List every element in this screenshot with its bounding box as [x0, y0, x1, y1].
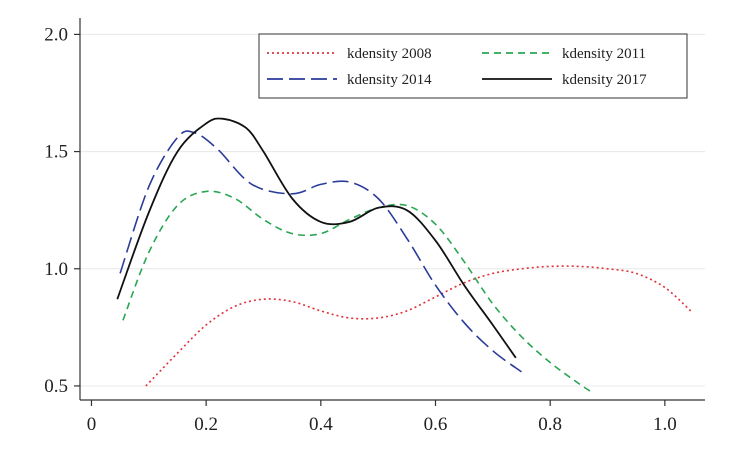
x-tick-label-1: 0.2: [194, 414, 218, 435]
x-tick-label-3: 0.6: [424, 414, 448, 435]
y-tick-label-2: 1.5: [44, 142, 68, 163]
y-tick-label-0: 0.5: [44, 376, 68, 397]
series-line-kdensity-2008: [145, 265, 692, 387]
series-line-kdensity-2011: [122, 190, 594, 394]
series-line-kdensity-2014: [119, 130, 522, 373]
series-line-kdensity-2017: [116, 117, 517, 359]
legend: kdensity 2008 kdensity 2011 kdensity 2014 k…: [258, 33, 688, 99]
y-tick-label-1: 1.0: [44, 259, 68, 280]
x-tick-label-5: 1.0: [653, 414, 677, 435]
legend-label-kdensity-2011: kdensity 2011: [562, 46, 646, 62]
legend-label-kdensity-2017: kdensity 2017: [562, 72, 647, 88]
x-tick-label-0: 0: [87, 414, 97, 435]
y-tick-label-3: 2.0: [44, 24, 68, 45]
legend-label-kdensity-2008: kdensity 2008: [347, 46, 432, 62]
x-tick-label-2: 0.4: [309, 414, 333, 435]
legend-label-kdensity-2014: kdensity 2014: [347, 72, 432, 88]
axes: 0.5 1.0 1.5 2.0 0 0.2 0.4 0.6 0.8 1.0: [44, 18, 705, 435]
x-tick-label-4: 0.8: [538, 414, 562, 435]
series-group: [116, 117, 692, 394]
legend-box: [258, 33, 688, 99]
